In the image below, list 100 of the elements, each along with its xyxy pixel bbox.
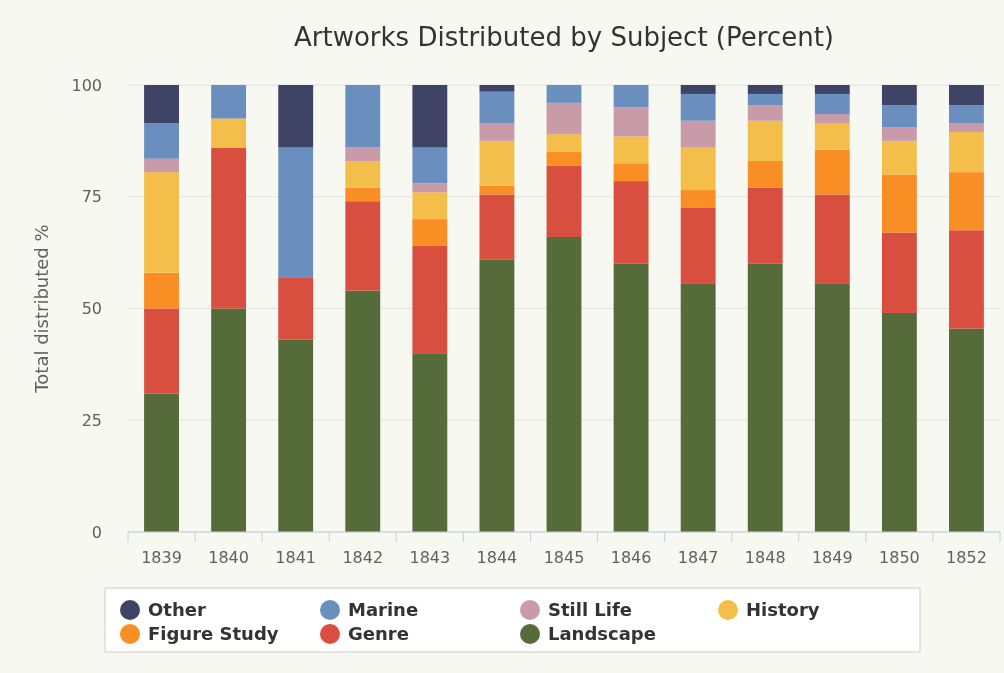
x-tick-label: 1849 bbox=[811, 548, 853, 567]
bar bbox=[278, 85, 314, 148]
bar bbox=[144, 308, 179, 394]
bar bbox=[211, 85, 247, 119]
bar bbox=[479, 140, 515, 186]
bar bbox=[278, 277, 314, 340]
bar bbox=[278, 147, 314, 278]
bar bbox=[345, 147, 381, 161]
y-tick-label: 100 bbox=[71, 75, 102, 95]
y-tick-label: 75 bbox=[81, 187, 102, 207]
bar bbox=[144, 158, 179, 173]
x-tick-label: 1842 bbox=[342, 548, 384, 567]
x-tick-label: 1839 bbox=[141, 548, 182, 567]
bar bbox=[345, 187, 381, 202]
x-tick-label: 1843 bbox=[409, 548, 451, 567]
bar bbox=[949, 105, 984, 123]
bar bbox=[479, 194, 515, 260]
bar bbox=[814, 123, 850, 150]
bar bbox=[546, 85, 582, 103]
bar bbox=[881, 85, 917, 106]
bar bbox=[747, 105, 783, 121]
x-tick-label: 1840 bbox=[208, 548, 249, 567]
bar bbox=[680, 207, 716, 284]
bar bbox=[814, 114, 850, 123]
bar bbox=[479, 259, 515, 532]
bar bbox=[211, 147, 247, 309]
bar bbox=[814, 283, 850, 532]
bar bbox=[613, 107, 649, 137]
bar bbox=[949, 85, 984, 106]
x-tick-label: 1847 bbox=[677, 548, 719, 567]
bar bbox=[479, 185, 515, 195]
bar bbox=[881, 127, 917, 141]
bar bbox=[412, 85, 448, 148]
bar bbox=[881, 312, 917, 532]
bar bbox=[613, 136, 649, 164]
bar bbox=[144, 393, 179, 532]
bar bbox=[211, 118, 247, 148]
bar bbox=[613, 181, 649, 264]
bar bbox=[144, 272, 179, 309]
bar bbox=[345, 160, 381, 188]
bar bbox=[949, 172, 984, 231]
bar bbox=[814, 93, 850, 115]
legend-label: Marine bbox=[348, 599, 419, 621]
bar bbox=[278, 339, 314, 532]
bar bbox=[345, 201, 381, 291]
bar bbox=[680, 120, 716, 148]
bar bbox=[613, 263, 649, 532]
x-tick-label: 1846 bbox=[610, 548, 652, 567]
bar bbox=[747, 263, 783, 532]
bar bbox=[211, 308, 247, 532]
x-tick-label: 1850 bbox=[879, 548, 920, 567]
bar bbox=[412, 219, 448, 246]
y-tick-label: 50 bbox=[81, 299, 102, 319]
y-tick-label: 25 bbox=[81, 410, 102, 430]
bar bbox=[546, 102, 582, 135]
bar bbox=[613, 163, 649, 182]
bar bbox=[546, 134, 582, 153]
bar bbox=[345, 85, 381, 148]
bar bbox=[949, 123, 984, 132]
bar bbox=[680, 93, 716, 121]
bar bbox=[680, 190, 716, 208]
legend-label: Still Life bbox=[548, 599, 633, 621]
legend-label: Figure Study bbox=[148, 623, 279, 645]
chart-title: Artworks Distributed by Subject (Percent) bbox=[294, 22, 834, 52]
bar bbox=[546, 152, 582, 166]
bar bbox=[345, 290, 381, 532]
bar bbox=[546, 236, 582, 532]
legend-label: Genre bbox=[348, 623, 409, 645]
bar bbox=[144, 172, 179, 273]
bar bbox=[881, 232, 917, 313]
bar bbox=[881, 140, 917, 175]
bar bbox=[412, 353, 448, 532]
bar bbox=[144, 85, 179, 123]
legend-label: History bbox=[746, 599, 820, 621]
bar bbox=[680, 85, 716, 94]
bar bbox=[747, 85, 783, 94]
bar bbox=[814, 149, 850, 195]
bar bbox=[814, 85, 850, 94]
legend-label: Landscape bbox=[548, 623, 656, 645]
bar bbox=[949, 131, 984, 173]
x-tick-label: 1841 bbox=[275, 548, 317, 567]
bar bbox=[747, 187, 783, 264]
bar bbox=[546, 165, 582, 237]
bar bbox=[881, 105, 917, 128]
bar bbox=[479, 91, 515, 123]
bar bbox=[412, 147, 448, 184]
y-axis-title: Total distributed % bbox=[31, 224, 52, 394]
bar bbox=[814, 194, 850, 284]
bar bbox=[747, 93, 783, 106]
bar bbox=[949, 328, 984, 532]
bar bbox=[412, 245, 448, 354]
legend-label: Other bbox=[148, 599, 206, 621]
bar bbox=[680, 283, 716, 532]
bar bbox=[949, 230, 984, 329]
x-tick-label: 1844 bbox=[476, 548, 518, 567]
bar bbox=[479, 85, 515, 92]
bar bbox=[881, 174, 917, 233]
bar bbox=[144, 123, 179, 159]
y-tick-label: 0 bbox=[91, 522, 102, 542]
bar bbox=[412, 183, 448, 193]
